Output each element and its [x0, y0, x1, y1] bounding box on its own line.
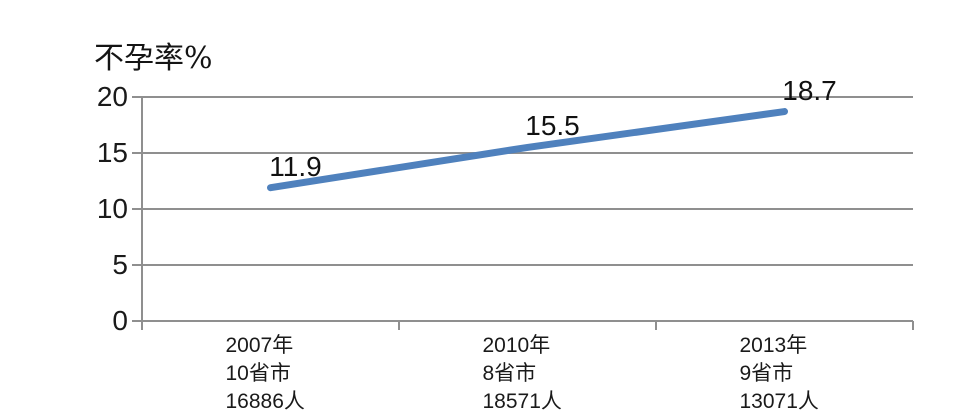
category-provinces: 9省市 [739, 362, 794, 385]
data-point-label: 18.7 [782, 74, 837, 106]
y-axis-tick-label: 5 [112, 249, 128, 280]
category-sample-size: 18571人 [482, 390, 562, 413]
y-axis-tick-label: 20 [96, 81, 128, 112]
category-sample-size: 13071人 [739, 390, 819, 413]
category-sample-size: 16886人 [225, 390, 305, 413]
category-year: 2013年 [739, 334, 808, 357]
series-line [267, 108, 788, 192]
data-point-label: 11.9 [269, 150, 322, 182]
category-year: 2010年 [482, 334, 551, 357]
y-axis-tick-label: 10 [96, 193, 128, 224]
category-provinces: 10省市 [225, 362, 291, 385]
x-axis-category-label: 2013年 9省市 13071人 [740, 332, 819, 416]
category-provinces: 8省市 [482, 362, 537, 385]
x-axis-category-label: 2007年 10省市 16886人 [226, 332, 305, 416]
data-point-label: 15.5 [525, 110, 580, 142]
y-axis-tick-label: 15 [96, 137, 128, 168]
category-year: 2007年 [225, 334, 294, 357]
y-axis-tick-label: 0 [112, 305, 128, 336]
x-axis-category-label: 2010年 8省市 18571人 [483, 332, 562, 416]
chart-title: 不孕率% [94, 41, 213, 76]
